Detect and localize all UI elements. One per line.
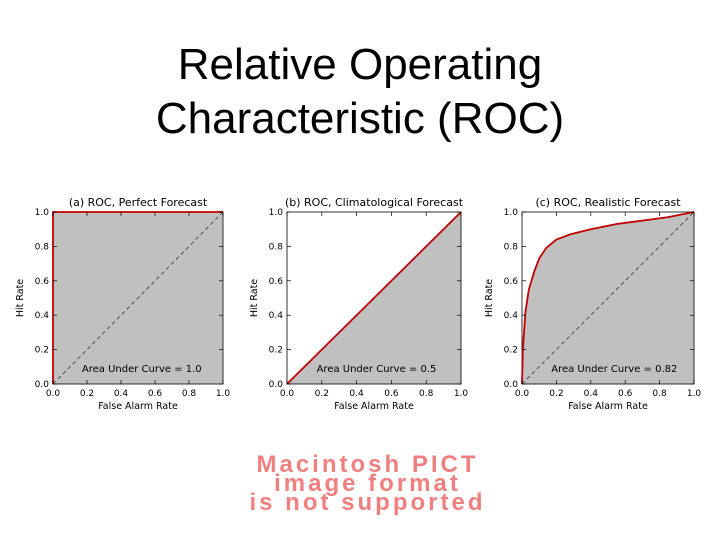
x-tick-label: 0.8: [182, 389, 197, 399]
pict-notice-line-2: image format: [274, 470, 461, 497]
x-tick-label: 0.8: [652, 389, 667, 399]
y-tick-label: 0.2: [504, 346, 518, 356]
y-tick-label: 0.8: [269, 242, 284, 252]
auc-annotation: Area Under Curve = 0.5: [317, 364, 437, 375]
y-tick-label: 1.0: [504, 208, 519, 218]
y-tick-label: 0.2: [35, 346, 49, 356]
no-skill-diagonal: [52, 211, 224, 385]
y-tick-label: 1.0: [35, 208, 50, 218]
x-axis-label: False Alarm Rate: [334, 401, 414, 412]
x-tick-label: 0.0: [515, 389, 530, 399]
y-axis-label: Hit Rate: [249, 279, 260, 317]
auc-annotation: Area Under Curve = 1.0: [82, 364, 202, 375]
auc-annotation: Area Under Curve = 0.82: [551, 364, 677, 375]
roc-panel-2: 0.0 0.2 0.4 0.6 0.8 1.00.00.20.40.60.81.0(b) …: [249, 196, 468, 412]
roc-panel-3: 0.0 0.2 0.4 0.6 0.8 1.0 0.0 0.2 0.4 0.6 0.8 1.0 (c) …: [484, 196, 701, 412]
y-tick-label: 0.6: [504, 277, 519, 287]
y-tick-label: 0.8: [504, 242, 519, 252]
slide-title-line-2: Characteristic (ROC): [155, 94, 565, 143]
slide-title-line-1: Relative Operating: [177, 40, 543, 89]
pict-notice-line-1: Macintosh PICT: [256, 451, 479, 478]
y-tick-label: 1.0: [269, 208, 284, 218]
y-axis-label: Hit Rate: [15, 279, 26, 317]
x-tick-label: 0.4: [349, 389, 364, 399]
x-tick-label: 0.2: [80, 389, 94, 399]
panel-title: (a) ROC, Perfect Forecast: [69, 196, 208, 209]
x-tick-label: 0.4: [114, 389, 129, 399]
y-tick-label: 0.0: [35, 380, 50, 390]
x-tick-label: 0.2: [549, 389, 563, 399]
x-tick-label: 0.6: [148, 389, 163, 399]
y-tick-label: 0.2: [269, 346, 283, 356]
x-tick-label: 1.0: [687, 389, 702, 399]
plot-frame: [521, 211, 695, 385]
panel-title: (b) ROC, Climatological Forecast: [285, 196, 464, 209]
y-tick-label: 0.0: [504, 380, 519, 390]
y-tick-label: 0.8: [35, 242, 50, 252]
roc-curve: [521, 211, 695, 385]
pict-notice-line-3: is not supported: [249, 489, 486, 516]
x-axis-label: False Alarm Rate: [568, 401, 648, 412]
y-tick-label: 0.6: [269, 277, 284, 287]
x-tick-label: 0.4: [584, 389, 599, 399]
roc-curve: [286, 211, 462, 385]
x-tick-label: 0.6: [384, 389, 399, 399]
x-tick-label: 0.0: [280, 389, 295, 399]
x-tick-label: 0.2: [315, 389, 329, 399]
y-tick-label: 0.6: [35, 277, 50, 287]
roc-charts: 0.0 0.2 0.4 0.6 0.8 1.0 0.0 0.2 0.4 0.6 0.8 1.0 (a) …: [15, 196, 701, 412]
y-tick-label: 0.4: [35, 311, 50, 321]
y-axis-label: Hit Rate: [484, 279, 495, 317]
x-tick-label: 1.0: [454, 389, 469, 399]
x-axis-label: False Alarm Rate: [98, 401, 178, 412]
y-tick-label: 0.4: [504, 311, 519, 321]
roc-panel-1: 0.0 0.2 0.4 0.6 0.8 1.0 0.0 0.2 0.4 0.6 0.8 1.0 (a) …: [15, 196, 230, 412]
x-tick-label: 0.0: [46, 389, 61, 399]
panel-title: (c) ROC, Realistic Forecast: [535, 196, 681, 209]
x-tick-label: 0.6: [618, 389, 633, 399]
x-tick-label: 1.0: [216, 389, 231, 399]
slide-title: Relative Operating Characteristic (ROC): [0, 38, 720, 146]
y-tick-label: 0.0: [269, 380, 284, 390]
pict-unsupported-notice: Macintosh PICT image format is not suppo…: [95, 451, 640, 516]
no-skill-diagonal: [521, 211, 695, 385]
x-tick-label: 0.8: [419, 389, 434, 399]
y-tick-label: 0.4: [269, 311, 284, 321]
plot-frame: [286, 211, 462, 385]
